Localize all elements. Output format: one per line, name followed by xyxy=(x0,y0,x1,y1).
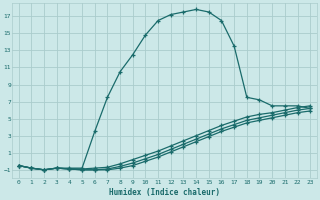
X-axis label: Humidex (Indice chaleur): Humidex (Indice chaleur) xyxy=(109,188,220,197)
